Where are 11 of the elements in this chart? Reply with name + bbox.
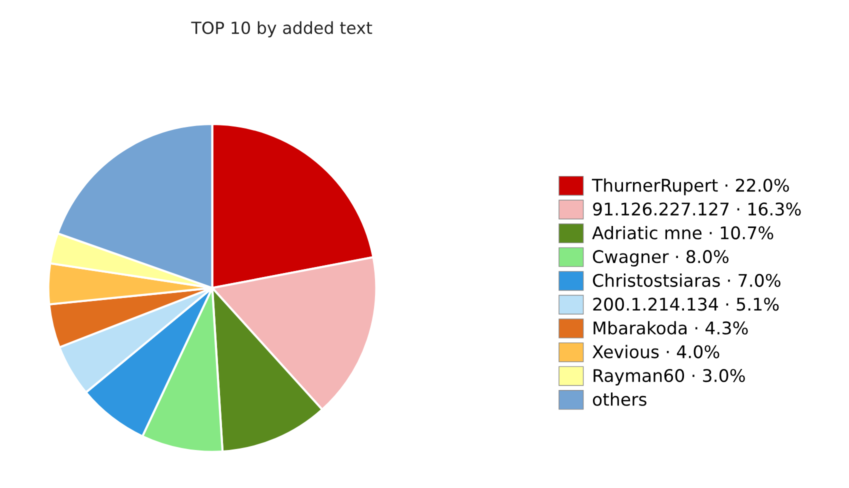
legend-label: 91.126.227.127 · 16.3% <box>593 202 801 216</box>
legend-label: Adriatic mne · 10.7% <box>592 226 774 240</box>
chart-title: TOP 10 by added text <box>191 21 372 38</box>
legend-label: Christostsiaras · 7.0% <box>592 274 780 287</box>
legend-label: ThurnerRupert · 22.0% <box>592 178 789 196</box>
legend-label: Xevious · 4.0% <box>592 344 720 358</box>
legend-label: Mbarakoda · 4.3% <box>594 321 748 335</box>
legend-label: 200.1.214.134 · 5.1% <box>593 298 779 311</box>
legend-label: others <box>592 392 646 406</box>
legend-label: Rayman60 · 3.0% <box>594 368 745 386</box>
legend-label: Cwagner · 8.0% <box>592 250 728 267</box>
